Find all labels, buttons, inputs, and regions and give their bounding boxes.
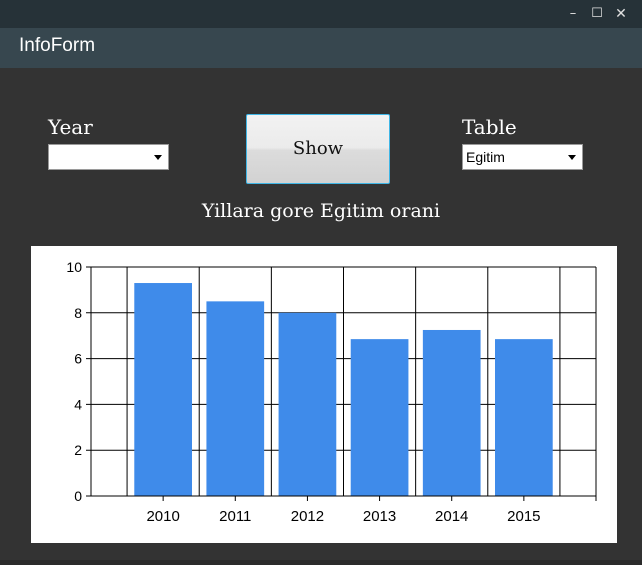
bar-2015 xyxy=(495,339,553,496)
bar-chart: 0 2 4 6 8 10 2010 2011 2012 2013 2014 2015 xyxy=(66,259,597,525)
app-title: InfoForm xyxy=(19,35,96,56)
year-dropdown[interactable] xyxy=(48,144,169,170)
y-tick-label: 4 xyxy=(74,396,82,412)
bar-2014 xyxy=(422,329,481,496)
chevron-down-icon[interactable] xyxy=(568,155,576,160)
chart-title: Yillara gore Egitim orani xyxy=(201,200,441,222)
y-tick-label: 2 xyxy=(74,442,82,458)
x-tick-label: 2015 xyxy=(507,508,540,525)
bar-2011 xyxy=(206,301,265,496)
chart-area: 0 2 4 6 8 10 2010 2011 2012 2013 2014 2015 xyxy=(31,246,617,543)
bar-2010 xyxy=(134,283,192,496)
bar-2012 xyxy=(278,312,337,496)
y-tick-label: 0 xyxy=(74,488,82,504)
y-tick-label: 10 xyxy=(66,259,82,275)
bar-2013 xyxy=(350,339,409,496)
x-tick-label: 2012 xyxy=(291,508,324,525)
y-tick-label: 6 xyxy=(74,351,82,367)
x-tick-label: 2013 xyxy=(363,508,396,525)
window-titlebar: – ☐ ✕ xyxy=(0,0,642,28)
x-tick-label: 2011 xyxy=(219,508,251,525)
y-tick-label: 8 xyxy=(74,305,82,321)
bottom-edge xyxy=(0,560,642,565)
minimize-icon[interactable]: – xyxy=(569,6,577,21)
x-tick-label: 2010 xyxy=(146,508,179,525)
app-header: InfoForm xyxy=(0,28,642,68)
maximize-icon[interactable]: ☐ xyxy=(591,6,603,21)
table-dropdown[interactable]: Egitim xyxy=(462,144,583,170)
chevron-down-icon[interactable] xyxy=(154,155,162,160)
table-label: Table xyxy=(462,115,517,139)
close-icon[interactable]: ✕ xyxy=(615,6,627,22)
show-button[interactable]: Show xyxy=(246,114,390,184)
year-label: Year xyxy=(48,115,93,139)
x-tick-label: 2014 xyxy=(435,508,468,525)
table-dropdown-value: Egitim xyxy=(466,149,505,165)
